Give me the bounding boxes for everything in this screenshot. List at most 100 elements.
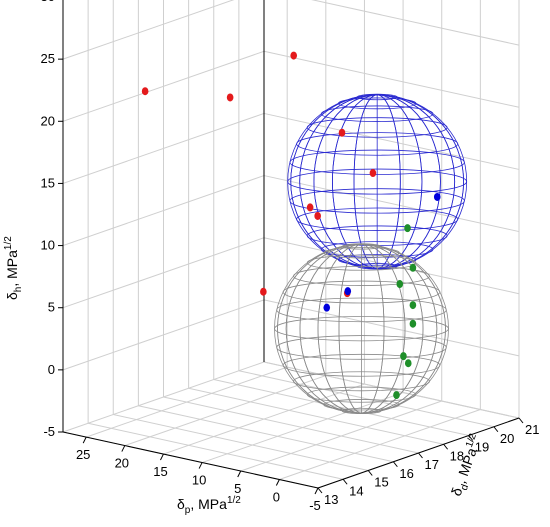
sphere-latitude (337, 253, 417, 266)
x-tick-label: 25 (76, 447, 90, 462)
x-tick-mark (82, 436, 87, 444)
x-tick-mark (314, 487, 319, 495)
data-point (344, 287, 352, 296)
x-tick-label: 0 (273, 490, 280, 505)
y-tick-label: 16 (399, 466, 413, 481)
sphere-latitude (276, 297, 447, 323)
data-point (404, 359, 412, 368)
grid-line (62, 175, 265, 247)
sphere-latitude (323, 399, 400, 411)
data-point (404, 224, 411, 233)
z-tick-label: 10 (41, 238, 55, 253)
sphere-latitude (282, 280, 441, 304)
z-tick-label: 15 (41, 175, 55, 190)
x-axis-label: δp, MPa1/2 (177, 495, 241, 516)
x-tick-mark (121, 445, 126, 452)
y-tick-label: 13 (324, 492, 338, 507)
sphere-latitude (296, 132, 459, 156)
grid-line (62, 299, 265, 371)
data-point (260, 287, 267, 296)
z-tick-label: -5 (43, 424, 55, 439)
x-tick-mark (160, 453, 164, 461)
sphere-latitude (293, 266, 430, 286)
x-tick-label: -5 (309, 498, 321, 513)
x-tick-label: 20 (115, 456, 129, 471)
data-point (433, 192, 441, 201)
y-tick-mark (392, 461, 398, 468)
y-tick-mark (518, 417, 524, 424)
data-point (409, 301, 417, 310)
y-tick-mark (493, 426, 499, 433)
x-tick-label: 5 (234, 481, 241, 496)
wireframe-sphere (274, 243, 449, 415)
z-tick-label: 5 (48, 300, 55, 315)
y-tick-label: 20 (500, 431, 514, 446)
data-point (141, 87, 149, 96)
y-tick-mark (468, 435, 474, 441)
sphere-latitude (320, 105, 434, 122)
data-point (409, 263, 417, 272)
grid-line (138, 405, 394, 463)
data-point (393, 391, 400, 400)
grid-lines (62, 0, 520, 489)
sphere-latitude (306, 254, 417, 271)
y-tick-mark (418, 452, 423, 459)
y-tick-label: 17 (425, 457, 439, 472)
data-points (141, 51, 441, 400)
grid-line (62, 0, 235, 60)
grid-line (263, 112, 520, 170)
sphere-latitude (306, 386, 417, 403)
tick-labels: -50510152025302520151050-513141516171819… (41, 0, 540, 513)
y-tick-label: 21 (525, 422, 539, 437)
z-tick-label: 20 (41, 113, 55, 128)
sphere-latitude (289, 188, 465, 214)
y-tick-label: 19 (475, 440, 489, 455)
sphere-latitude (276, 335, 447, 360)
x-tick-mark (198, 462, 203, 469)
grid-line (188, 387, 444, 445)
data-point (409, 319, 417, 328)
sphere-latitude (306, 117, 448, 138)
sphere-latitude (274, 316, 449, 342)
cluster-spheres (274, 93, 468, 415)
sphere-latitude (296, 207, 459, 231)
grid-line (238, 370, 494, 428)
z-axis-label: δh, MPa1/2 (3, 236, 24, 300)
grid-line (263, 50, 520, 108)
y-tick-label: 14 (349, 483, 363, 498)
data-point (290, 51, 298, 60)
y-tick-mark (443, 443, 449, 450)
data-point (314, 211, 321, 220)
grid-line (163, 396, 419, 454)
y-tick-mark (367, 470, 373, 476)
x-tick-label: 10 (192, 473, 206, 488)
sphere-latitude (323, 246, 400, 259)
y-tick-mark (342, 478, 348, 485)
data-point (306, 203, 314, 212)
grid-line (213, 379, 469, 436)
grid-line (311, 0, 520, 46)
grid-line (62, 50, 265, 122)
grid-line (62, 112, 265, 184)
sphere-latitude (289, 149, 465, 175)
x-tick-mark (237, 470, 242, 478)
data-point (226, 93, 234, 102)
sphere-latitude (293, 371, 430, 392)
grid-line (263, 175, 520, 233)
y-tick-mark (317, 487, 323, 494)
data-point (400, 352, 407, 361)
grid-line (113, 414, 369, 471)
data-point (323, 303, 331, 312)
z-tick-label: 30 (41, 0, 55, 4)
x-axis-line (62, 431, 319, 489)
x-tick-label: 15 (153, 464, 167, 479)
data-point (396, 280, 404, 289)
z-tick-label: 0 (48, 362, 55, 377)
sphere-latitude (337, 97, 417, 110)
grid-line (263, 299, 520, 357)
grid-line (263, 237, 520, 295)
y-tick-label: 15 (374, 475, 388, 490)
sphere-latitude (287, 168, 468, 195)
data-point (338, 128, 346, 137)
